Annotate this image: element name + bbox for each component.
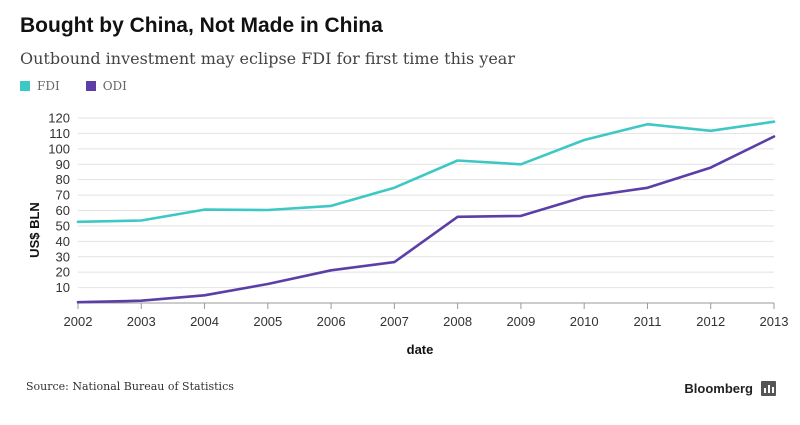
x-tick-label-2002: 2002 (64, 314, 93, 329)
y-tick-label-10: 10 (56, 280, 70, 295)
chart-title: Bought by China, Not Made in China (20, 14, 383, 37)
y-tick-label-80: 80 (56, 172, 70, 187)
x-tick-label-2006: 2006 (317, 314, 346, 329)
y-tick-label-110: 110 (49, 126, 70, 141)
brand-name: Bloomberg (684, 381, 753, 396)
x-tick-label-2013: 2013 (760, 314, 789, 329)
x-tick-label-2008: 2008 (443, 314, 472, 329)
x-tick-label-2012: 2012 (696, 314, 725, 329)
y-tick-label-40: 40 (56, 234, 70, 249)
y-tick-label-60: 60 (56, 203, 70, 218)
y-axis-title: US$ BLN (27, 202, 42, 258)
y-tick-label-20: 20 (56, 265, 70, 280)
chart-legend: FDI ODI (20, 79, 153, 93)
y-tick-label-120: 120 (48, 111, 70, 126)
y-tick-label-90: 90 (56, 157, 70, 172)
y-tick-label-30: 30 (56, 249, 70, 264)
legend-item-fdi: FDI (20, 79, 60, 93)
y-tick-label-70: 70 (56, 188, 70, 203)
legend-label-odi: ODI (102, 79, 127, 93)
x-tick-label-2010: 2010 (570, 314, 599, 329)
chart-subtitle: Outbound investment may eclipse FDI for … (20, 49, 515, 68)
legend-label-fdi: FDI (37, 79, 60, 93)
legend-swatch-fdi (20, 81, 30, 91)
source-note: Source: National Bureau of Statistics (26, 380, 234, 393)
brand-logo: Bloomberg (684, 381, 776, 396)
x-tick-label-2004: 2004 (190, 314, 219, 329)
legend-swatch-odi (85, 81, 96, 91)
x-tick-label-2009: 2009 (506, 314, 535, 329)
bar-chart-icon (761, 381, 776, 396)
series-line-fdi (76, 120, 776, 224)
x-tick-label-2007: 2007 (380, 314, 409, 329)
x-tick-label-2003: 2003 (127, 314, 156, 329)
y-tick-label-100: 100 (48, 141, 70, 156)
x-axis-title: date (407, 342, 434, 357)
x-tick-label-2005: 2005 (253, 314, 282, 329)
x-tick-label-2011: 2011 (633, 314, 661, 329)
y-tick-label-50: 50 (56, 218, 70, 233)
legend-item-odi: ODI (85, 79, 127, 93)
series-line-odi (76, 135, 776, 304)
